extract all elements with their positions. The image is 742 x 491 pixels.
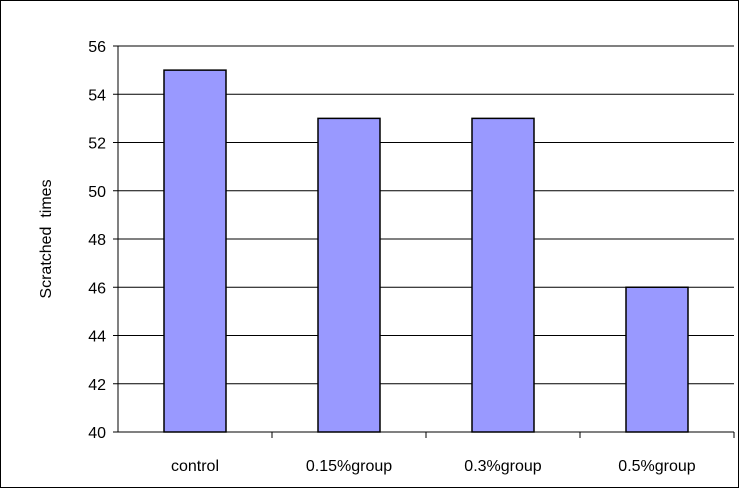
y-tick-label: 48 xyxy=(88,232,106,249)
y-axis-title: Scratched times xyxy=(38,179,55,298)
bar-control xyxy=(163,69,227,433)
y-tick-label: 52 xyxy=(88,136,106,153)
x-category-label: 0.15%group xyxy=(306,458,392,475)
y-tick-label: 54 xyxy=(88,87,106,104)
y-tick-label: 50 xyxy=(88,184,106,201)
y-tick-label: 42 xyxy=(88,377,106,394)
x-category-label: control xyxy=(171,458,219,475)
x-category-label: 0.3%group xyxy=(464,458,541,475)
y-tick-label: 46 xyxy=(88,280,106,297)
bar-0.5%group xyxy=(625,286,689,433)
y-tick-label: 56 xyxy=(88,39,106,56)
x-category-labels: control 0.15%group 0.3%group 0.5%group xyxy=(171,432,735,475)
bar-0.3%group xyxy=(471,117,535,433)
x-category-label: 0.5%group xyxy=(618,458,695,475)
bar-0.15%group xyxy=(317,117,381,433)
y-tick-label: 40 xyxy=(88,425,106,442)
y-tick-labels: 40 42 44 46 48 50 52 54 56 xyxy=(88,39,118,442)
bars xyxy=(163,69,689,433)
y-tick-label: 44 xyxy=(88,329,106,346)
